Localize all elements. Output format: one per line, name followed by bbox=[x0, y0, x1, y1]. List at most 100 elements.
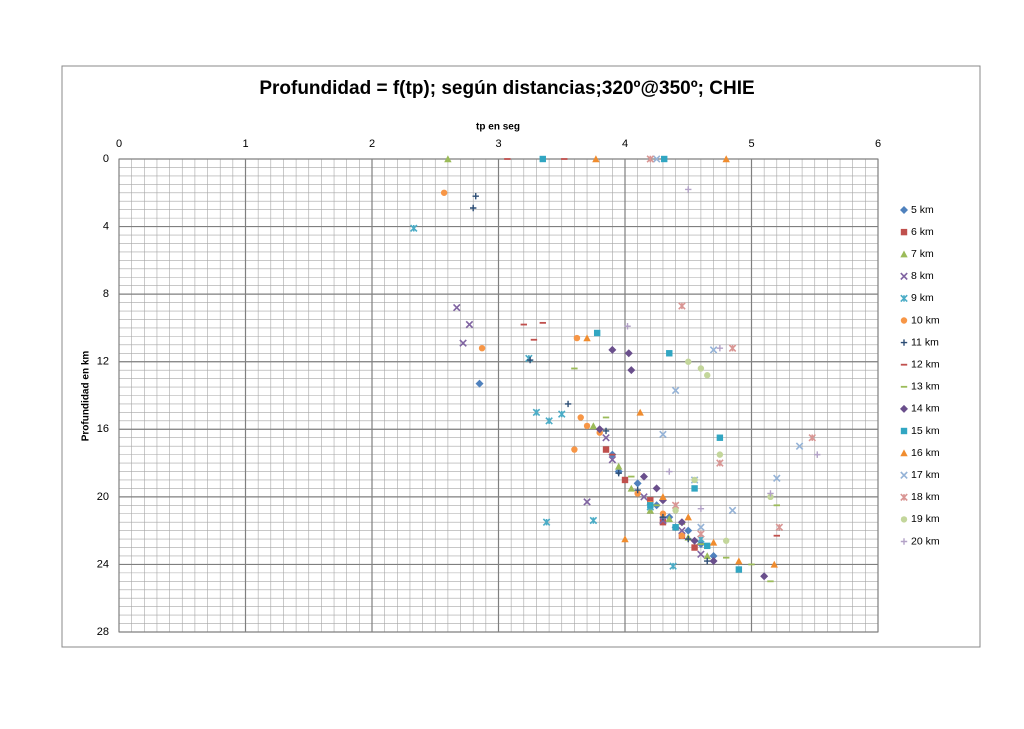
legend-marker bbox=[900, 250, 908, 258]
point bbox=[814, 451, 821, 458]
legend-label: 13 km bbox=[911, 381, 940, 393]
legend-label: 14 km bbox=[911, 403, 940, 415]
point bbox=[735, 566, 743, 573]
point bbox=[808, 433, 816, 442]
x-axis-label: tp en seg bbox=[476, 122, 520, 133]
point bbox=[666, 468, 673, 475]
point bbox=[602, 427, 610, 435]
point bbox=[728, 344, 737, 352]
x-tick-label: 6 bbox=[875, 138, 881, 150]
legend-marker bbox=[900, 206, 908, 214]
point bbox=[722, 155, 730, 163]
point bbox=[470, 204, 477, 212]
point bbox=[539, 155, 546, 163]
point bbox=[621, 476, 629, 484]
point bbox=[589, 422, 598, 430]
legend-marker bbox=[900, 516, 908, 523]
point bbox=[685, 535, 692, 543]
point bbox=[615, 470, 622, 477]
legend-label: 20 km bbox=[911, 535, 940, 547]
point bbox=[684, 526, 693, 535]
point bbox=[659, 430, 667, 439]
point bbox=[444, 155, 452, 163]
point bbox=[608, 455, 617, 464]
point bbox=[795, 442, 804, 450]
point bbox=[542, 518, 551, 526]
point bbox=[602, 446, 610, 453]
y-tick-label: 4 bbox=[103, 220, 109, 232]
point bbox=[652, 155, 661, 163]
point bbox=[659, 518, 667, 526]
point bbox=[716, 459, 724, 467]
point bbox=[627, 484, 636, 492]
x-tick-label: 0 bbox=[116, 138, 122, 150]
point bbox=[475, 379, 484, 388]
point bbox=[647, 502, 654, 509]
point bbox=[678, 526, 686, 535]
point bbox=[697, 530, 705, 538]
point bbox=[583, 422, 591, 430]
legend-marker bbox=[900, 339, 908, 346]
point bbox=[621, 535, 629, 543]
point bbox=[627, 366, 636, 375]
point bbox=[452, 303, 461, 312]
x-tick-label: 5 bbox=[748, 138, 754, 150]
point bbox=[691, 476, 698, 484]
point bbox=[767, 490, 774, 497]
point bbox=[685, 358, 692, 365]
point bbox=[636, 408, 644, 416]
chart-frame bbox=[61, 65, 981, 648]
point bbox=[697, 523, 705, 532]
legend-label: 11 km bbox=[911, 336, 939, 348]
y-tick-label: 20 bbox=[97, 491, 109, 503]
x-tick-label: 2 bbox=[369, 138, 375, 150]
legend-marker bbox=[900, 272, 908, 281]
legend-label: 9 km bbox=[911, 292, 934, 304]
point bbox=[665, 515, 673, 523]
point bbox=[716, 345, 724, 352]
point bbox=[639, 472, 648, 481]
point bbox=[608, 345, 617, 354]
legend-marker bbox=[900, 228, 908, 236]
y-tick-label: 24 bbox=[97, 558, 109, 570]
point bbox=[690, 536, 699, 545]
point bbox=[577, 414, 584, 421]
point bbox=[564, 400, 572, 408]
point bbox=[723, 537, 730, 544]
legend-marker bbox=[900, 471, 908, 479]
legend-label: 7 km bbox=[911, 248, 934, 260]
point bbox=[684, 513, 692, 521]
point bbox=[669, 562, 677, 570]
point bbox=[440, 189, 448, 196]
x-tick-label: 1 bbox=[242, 138, 248, 150]
legend-label: 10 km bbox=[911, 314, 940, 326]
point bbox=[589, 516, 598, 525]
point bbox=[557, 410, 566, 418]
point bbox=[773, 474, 781, 483]
legend-label: 8 km bbox=[911, 270, 934, 282]
y-axis-label: Profundidad en km bbox=[81, 351, 92, 442]
chart-title: Profundidad = f(tp); según distancias;32… bbox=[259, 78, 754, 99]
point bbox=[704, 557, 711, 565]
point bbox=[545, 417, 553, 425]
point bbox=[659, 513, 667, 521]
point bbox=[672, 507, 679, 514]
legend-label: 16 km bbox=[911, 447, 940, 459]
legend-label: 12 km bbox=[911, 358, 940, 370]
point bbox=[478, 345, 486, 352]
point bbox=[583, 498, 591, 506]
point bbox=[672, 524, 679, 531]
point bbox=[571, 446, 578, 453]
point bbox=[592, 155, 600, 163]
point bbox=[728, 506, 737, 515]
point bbox=[573, 334, 581, 342]
legend-marker bbox=[900, 317, 908, 324]
legend-marker bbox=[900, 493, 908, 502]
point bbox=[602, 433, 610, 442]
point bbox=[697, 505, 705, 512]
y-tick-label: 12 bbox=[97, 356, 109, 368]
point bbox=[640, 493, 648, 501]
point bbox=[760, 572, 769, 581]
y-tick-label: 16 bbox=[97, 423, 109, 435]
